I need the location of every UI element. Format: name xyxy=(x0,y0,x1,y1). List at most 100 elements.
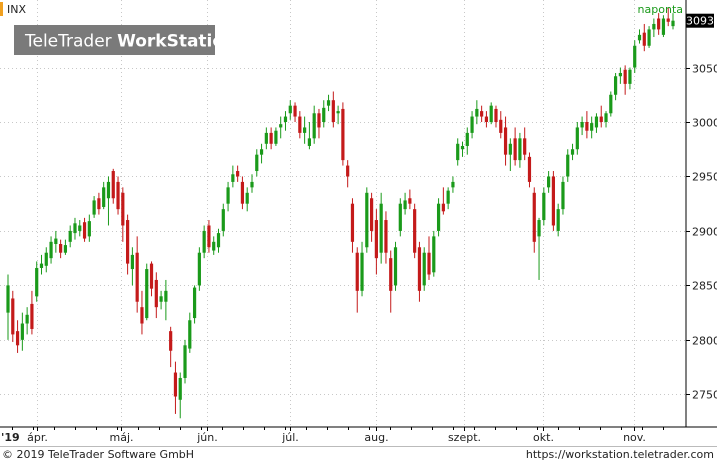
candle xyxy=(484,111,489,128)
candle xyxy=(369,192,374,242)
last-price-label: 3093 xyxy=(686,15,714,28)
candle xyxy=(350,198,355,253)
candle-body xyxy=(183,345,187,378)
y-tick-label: 2900 xyxy=(692,226,717,239)
candle xyxy=(216,228,221,253)
candle-body xyxy=(73,223,77,234)
candle xyxy=(178,372,182,419)
candle-body xyxy=(661,18,666,35)
candle xyxy=(283,111,288,131)
candle-body xyxy=(111,171,115,199)
y-tick-label: 2950 xyxy=(692,171,717,184)
candle xyxy=(542,187,546,226)
symbol-color-marker xyxy=(0,2,3,16)
candle xyxy=(288,100,292,120)
candle xyxy=(499,111,503,139)
candle xyxy=(312,105,316,144)
candle xyxy=(126,214,130,275)
candle xyxy=(25,307,29,335)
candle-body xyxy=(537,220,541,237)
candle-body xyxy=(413,209,417,253)
candle-body xyxy=(202,230,206,253)
candle xyxy=(159,290,163,310)
candle-body xyxy=(35,267,39,297)
candle-body xyxy=(513,138,517,161)
candle-body xyxy=(207,225,211,248)
y-tick-label: 3000 xyxy=(692,117,717,130)
candle-body xyxy=(54,238,58,244)
candle xyxy=(145,263,149,321)
candle xyxy=(255,149,259,177)
candle xyxy=(164,279,168,321)
candle xyxy=(628,67,632,90)
candle xyxy=(618,67,622,84)
candle-body xyxy=(145,269,149,319)
candle-body xyxy=(140,307,144,324)
symbol-label: INX xyxy=(7,3,26,16)
candle xyxy=(154,272,158,319)
candle xyxy=(489,102,493,125)
candle-body xyxy=(331,100,335,122)
candle xyxy=(274,127,278,146)
x-tick-label: ápr. xyxy=(27,431,48,444)
candle xyxy=(604,111,608,128)
candle xyxy=(202,225,206,259)
candle-body xyxy=(575,127,579,150)
candle-body xyxy=(298,116,302,133)
candle-body xyxy=(566,154,570,177)
candle-body xyxy=(20,323,24,340)
candle xyxy=(82,217,87,242)
candle xyxy=(441,187,445,215)
candle xyxy=(221,203,225,237)
candle xyxy=(642,23,646,52)
candle xyxy=(307,122,312,150)
candle xyxy=(336,105,340,125)
candle-body xyxy=(82,222,87,239)
candle xyxy=(417,241,422,302)
candle-body xyxy=(336,111,340,114)
candle-body xyxy=(365,192,369,248)
candle xyxy=(341,102,345,166)
x-tick-label: máj. xyxy=(109,431,133,444)
candle xyxy=(494,105,498,128)
candle xyxy=(633,40,637,73)
x-tick-label: szept. xyxy=(448,431,481,444)
y-tick-label: 2850 xyxy=(692,280,717,293)
candle xyxy=(518,132,522,168)
candle xyxy=(666,7,670,27)
candle-body xyxy=(317,113,321,128)
candle xyxy=(432,230,436,277)
candle-body xyxy=(49,241,53,259)
candle-body xyxy=(283,116,288,122)
candle xyxy=(54,230,58,253)
y-tick-label: 3050 xyxy=(692,63,717,76)
candle xyxy=(87,214,91,242)
candle-body xyxy=(121,192,125,226)
candle-body xyxy=(149,263,154,289)
candle xyxy=(594,113,599,133)
candle-body xyxy=(618,72,622,77)
candle-body xyxy=(39,263,44,268)
candle xyxy=(547,171,551,193)
candle-body xyxy=(389,258,393,291)
candle xyxy=(393,241,398,291)
candle xyxy=(671,13,675,30)
candle xyxy=(111,168,115,204)
candle-body xyxy=(585,122,589,131)
candle-body xyxy=(159,296,163,302)
candle xyxy=(169,326,173,368)
candle xyxy=(355,247,359,313)
candle xyxy=(59,239,63,259)
candle-body xyxy=(188,320,192,349)
candle-body xyxy=(594,116,599,128)
candle xyxy=(575,122,579,155)
candle xyxy=(585,111,589,139)
candle-body xyxy=(671,20,675,27)
period-label[interactable]: naponta xyxy=(638,3,683,16)
candle xyxy=(183,339,187,384)
footer-url[interactable]: https://workstation.teletrader.com xyxy=(526,448,714,461)
candle xyxy=(508,138,512,172)
candle-body xyxy=(221,209,225,231)
x-tick-label: nov. xyxy=(623,431,646,444)
